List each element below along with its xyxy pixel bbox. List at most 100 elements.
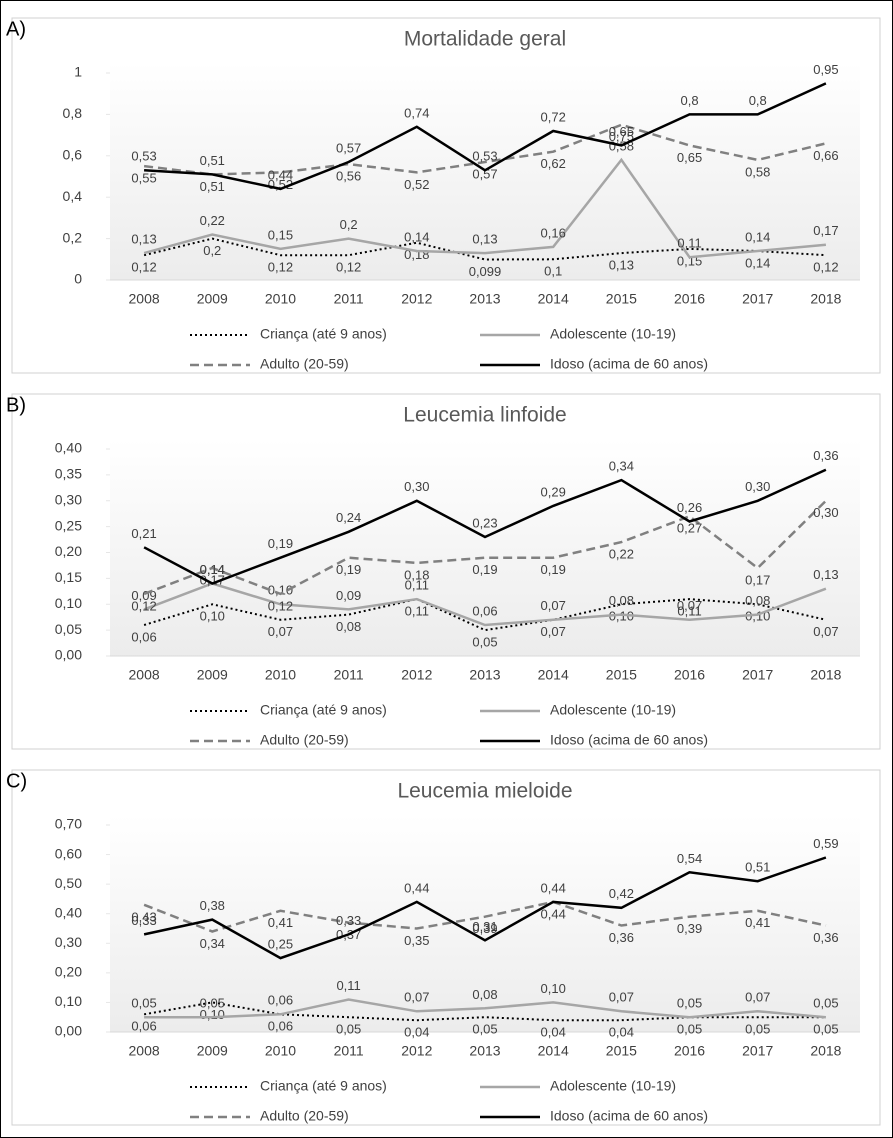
data-label: 0,19: [472, 562, 497, 577]
data-label: 0,54: [677, 851, 702, 866]
chart-title: Leucemia mieloide: [397, 780, 572, 803]
data-label: 0,29: [541, 484, 566, 499]
data-label: 0,06: [131, 629, 156, 644]
y-tick-label: 0,40: [55, 904, 82, 920]
data-label: 0,8: [681, 93, 699, 108]
x-tick-label: 2009: [197, 667, 228, 683]
data-label: 0,099: [469, 264, 502, 279]
x-tick-label: 2010: [265, 1043, 296, 1059]
y-tick-label: 1: [74, 64, 82, 80]
data-label: 0,05: [813, 996, 838, 1011]
x-tick-label: 2011: [334, 667, 364, 683]
panel-label: A): [6, 18, 26, 40]
series-line: [143, 237, 826, 261]
data-label: 0,58: [745, 164, 770, 179]
y-tick-label: 0,25: [55, 517, 82, 533]
x-tick-label: 2015: [606, 291, 637, 307]
data-label: 0,08: [336, 619, 361, 634]
data-label: 0,65: [609, 124, 634, 139]
y-tick-label: 0,60: [55, 845, 82, 861]
data-label: 0,39: [677, 921, 702, 936]
data-label: 0,44: [404, 880, 429, 895]
data-label: 0,35: [404, 933, 429, 948]
data-label: 0,14: [200, 562, 225, 577]
x-tick-label: 2008: [129, 667, 160, 683]
data-label: 0,41: [268, 915, 293, 930]
data-label: 0,33: [131, 913, 156, 928]
data-label: 0,27: [677, 521, 702, 536]
data-label: 0,51: [200, 179, 225, 194]
x-tick-label: 2014: [538, 291, 569, 307]
panel-border: [11, 393, 881, 750]
y-tick-label: 0,6: [63, 147, 83, 163]
x-tick-label: 2018: [810, 1043, 841, 1059]
data-label: 0,07: [609, 990, 634, 1005]
x-tick-label: 2017: [742, 291, 773, 307]
data-label: 0,55: [131, 171, 156, 186]
panel: C) Leucemia mieloide 0,00 0,10 0,20 0,30 0,40 0…: [6, 769, 881, 1126]
data-label: 0,06: [131, 1019, 156, 1034]
x-tick-label: 2017: [742, 667, 773, 683]
data-label: 0,36: [609, 930, 634, 945]
data-label: 0,65: [677, 150, 702, 165]
legend-label: Adolescente (10-19): [550, 1078, 676, 1094]
data-label: 0,07: [404, 990, 429, 1005]
data-label: 0,44: [541, 906, 566, 921]
data-label: 0,41: [745, 915, 770, 930]
series-line: [143, 582, 827, 627]
data-label: 0,36: [813, 448, 838, 463]
data-label: 0,30: [745, 479, 770, 494]
y-tick-label: 0,20: [55, 543, 82, 559]
data-label: 0,95: [813, 62, 838, 77]
data-label: 0,12: [268, 598, 293, 613]
series-line: [143, 157, 827, 259]
panel-border: [11, 17, 881, 374]
legend-label: Adulto (20-59): [260, 732, 349, 748]
x-tick-label: 2016: [674, 1043, 705, 1059]
data-label: 0,23: [472, 515, 497, 530]
x-tick-label: 2013: [469, 1043, 500, 1059]
data-label: 0,44: [268, 167, 293, 182]
y-tick-label: 0,10: [55, 595, 82, 611]
legend-label: Criança (até 9 anos): [260, 702, 387, 718]
data-label: 0,12: [131, 260, 156, 275]
data-label: 0,57: [336, 140, 361, 155]
data-label: 0,13: [131, 232, 156, 247]
data-label: 0,10: [200, 609, 225, 624]
data-label: 0,07: [268, 624, 293, 639]
x-tick-label: 2017: [742, 1043, 773, 1059]
data-label: 0,19: [268, 536, 293, 551]
plot-area: [110, 815, 860, 1032]
data-label: 0,22: [200, 213, 225, 228]
data-label: 0,04: [609, 1025, 634, 1040]
data-label: 0,2: [203, 243, 221, 258]
data-label: 0,06: [268, 993, 293, 1008]
y-tick-label: 0,50: [55, 875, 82, 891]
data-label: 0,10: [609, 609, 634, 624]
data-label: 0,11: [405, 604, 429, 619]
data-label: 0,05: [200, 996, 225, 1011]
data-label: 0,15: [268, 227, 293, 242]
data-label: 0,11: [677, 236, 701, 251]
series-line: [143, 468, 827, 585]
data-label: 0,19: [541, 562, 566, 577]
x-tick-label: 2012: [401, 667, 432, 683]
data-label: 0,07: [813, 624, 838, 639]
data-label: 0,05: [472, 635, 497, 650]
data-label: 0,59: [813, 836, 838, 851]
data-label: 0,17: [745, 572, 770, 587]
x-tick-label: 2018: [810, 291, 841, 307]
data-label: 0,08: [472, 987, 497, 1002]
data-label: 0,05: [472, 1022, 497, 1037]
data-label: 0,13: [472, 232, 497, 247]
data-label: 0,33: [336, 913, 361, 928]
series-line: [143, 1001, 826, 1022]
data-label: 0,13: [609, 258, 634, 273]
x-tick-label: 2009: [197, 1043, 228, 1059]
data-label: 0,06: [268, 1019, 293, 1034]
panel: B) Leucemia linfoide 0,00 0,05 0,10 0,15 0,20 0…: [6, 393, 881, 750]
data-label: 0,66: [813, 148, 838, 163]
data-label: 0,51: [745, 860, 770, 875]
data-label: 0,08: [609, 593, 634, 608]
x-tick-label: 2012: [401, 291, 432, 307]
